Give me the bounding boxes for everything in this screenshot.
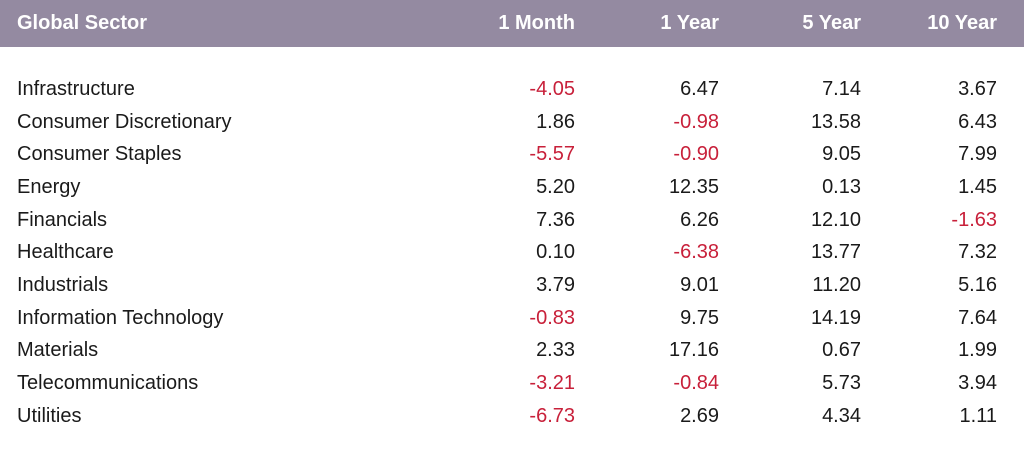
table-row: Energy 5.20 12.35 0.13 1.45 bbox=[0, 171, 1024, 204]
sector-name: Healthcare bbox=[17, 241, 114, 264]
sector-name: Utilities bbox=[17, 404, 82, 427]
value-5-year: 9.05 bbox=[822, 143, 861, 166]
value-1-month: 2.33 bbox=[536, 339, 575, 362]
table-body: Infrastructure -4.05 6.47 7.14 3.67 Consumer … bbox=[0, 47, 1024, 433]
value-5-year: 13.77 bbox=[810, 241, 861, 264]
sector-name: Information Technology bbox=[17, 306, 224, 329]
sector-name: Energy bbox=[17, 175, 81, 198]
value-5-year: 7.14 bbox=[822, 77, 861, 100]
value-1-year: 12.35 bbox=[668, 175, 719, 198]
value-5-year: 0.67 bbox=[822, 339, 861, 362]
value-1-year: -0.98 bbox=[673, 110, 719, 133]
value-1-year: 9.75 bbox=[680, 306, 719, 329]
sector-name: Infrastructure bbox=[17, 77, 135, 100]
value-5-year: 4.34 bbox=[822, 404, 861, 427]
sector-name: Financials bbox=[17, 208, 108, 231]
value-5-year: 5.73 bbox=[822, 372, 861, 395]
table-row: Information Technology -0.83 9.75 14.19 7.64 bbox=[0, 302, 1024, 335]
value-1-year: 2.69 bbox=[680, 404, 719, 427]
value-1-month: 1.86 bbox=[536, 110, 575, 133]
header-10-year: 10 Year bbox=[927, 12, 997, 34]
table-row: Consumer Discretionary 1.86 -0.98 13.58 6.43 bbox=[0, 106, 1024, 139]
value-5-year: 0.13 bbox=[822, 175, 861, 198]
value-1-year: -0.84 bbox=[673, 372, 719, 395]
table-row: Financials 7.36 6.26 12.10 -1.63 bbox=[0, 204, 1024, 237]
value-10-year: 1.45 bbox=[958, 175, 997, 198]
table-header: Global Sector 1 Month 1 Year 5 Year 10 Y… bbox=[0, 0, 1024, 47]
table-row: Healthcare 0.10 -6.38 13.77 7.32 bbox=[0, 236, 1024, 269]
value-10-year: 5.16 bbox=[958, 273, 997, 296]
value-10-year: -1.63 bbox=[951, 208, 997, 231]
value-10-year: 6.43 bbox=[958, 110, 997, 133]
table-row: Consumer Staples -5.57 -0.90 9.05 7.99 bbox=[0, 138, 1024, 171]
table-row: Materials 2.33 17.16 0.67 1.99 bbox=[0, 335, 1024, 368]
header-1-year: 1 Year bbox=[660, 12, 719, 34]
header-global-sector: Global Sector bbox=[17, 12, 148, 34]
value-1-month: -3.21 bbox=[529, 372, 575, 395]
sector-name: Materials bbox=[17, 339, 99, 362]
value-10-year: 7.32 bbox=[958, 241, 997, 264]
value-5-year: 12.10 bbox=[810, 208, 861, 231]
value-1-year: 17.16 bbox=[668, 339, 719, 362]
value-5-year: 14.19 bbox=[810, 306, 861, 329]
value-10-year: 3.94 bbox=[958, 372, 997, 395]
header-1-month: 1 Month bbox=[498, 12, 575, 34]
table-row: Telecommunications -3.21 -0.84 5.73 3.94 bbox=[0, 367, 1024, 400]
value-1-month: -6.73 bbox=[529, 404, 575, 427]
value-5-year: 11.20 bbox=[812, 273, 861, 296]
header-5-year: 5 Year bbox=[802, 12, 861, 34]
table-row: Utilities -6.73 2.69 4.34 1.11 bbox=[0, 400, 1024, 433]
value-1-month: 5.20 bbox=[536, 175, 575, 198]
value-1-month: 0.10 bbox=[536, 241, 575, 264]
value-10-year: 3.67 bbox=[958, 77, 997, 100]
value-1-year: 6.26 bbox=[680, 208, 719, 231]
value-1-month: 7.36 bbox=[536, 208, 575, 231]
table-row: Infrastructure -4.05 6.47 7.14 3.67 bbox=[0, 73, 1024, 106]
value-1-month: -5.57 bbox=[529, 143, 575, 166]
value-1-month: -4.05 bbox=[529, 77, 575, 100]
value-1-month: -0.83 bbox=[529, 306, 575, 329]
sector-name: Telecommunications bbox=[17, 372, 199, 395]
value-1-year: 6.47 bbox=[680, 77, 719, 100]
value-10-year: 7.99 bbox=[958, 143, 997, 166]
value-1-year: 9.01 bbox=[680, 273, 719, 296]
value-10-year: 1.11 bbox=[959, 404, 997, 427]
sector-name: Industrials bbox=[17, 273, 109, 296]
value-5-year: 13.58 bbox=[810, 110, 861, 133]
value-1-year: -6.38 bbox=[673, 241, 719, 264]
value-10-year: 1.99 bbox=[958, 339, 997, 362]
value-1-month: 3.79 bbox=[536, 273, 575, 296]
sector-name: Consumer Staples bbox=[17, 143, 182, 166]
sector-returns-table: Global Sector 1 Month 1 Year 5 Year 10 Y… bbox=[0, 0, 1024, 433]
sector-name: Consumer Discretionary bbox=[17, 110, 232, 133]
table-row: Industrials 3.79 9.01 11.20 5.16 bbox=[0, 269, 1024, 302]
value-1-year: -0.90 bbox=[673, 143, 719, 166]
value-10-year: 7.64 bbox=[958, 306, 997, 329]
